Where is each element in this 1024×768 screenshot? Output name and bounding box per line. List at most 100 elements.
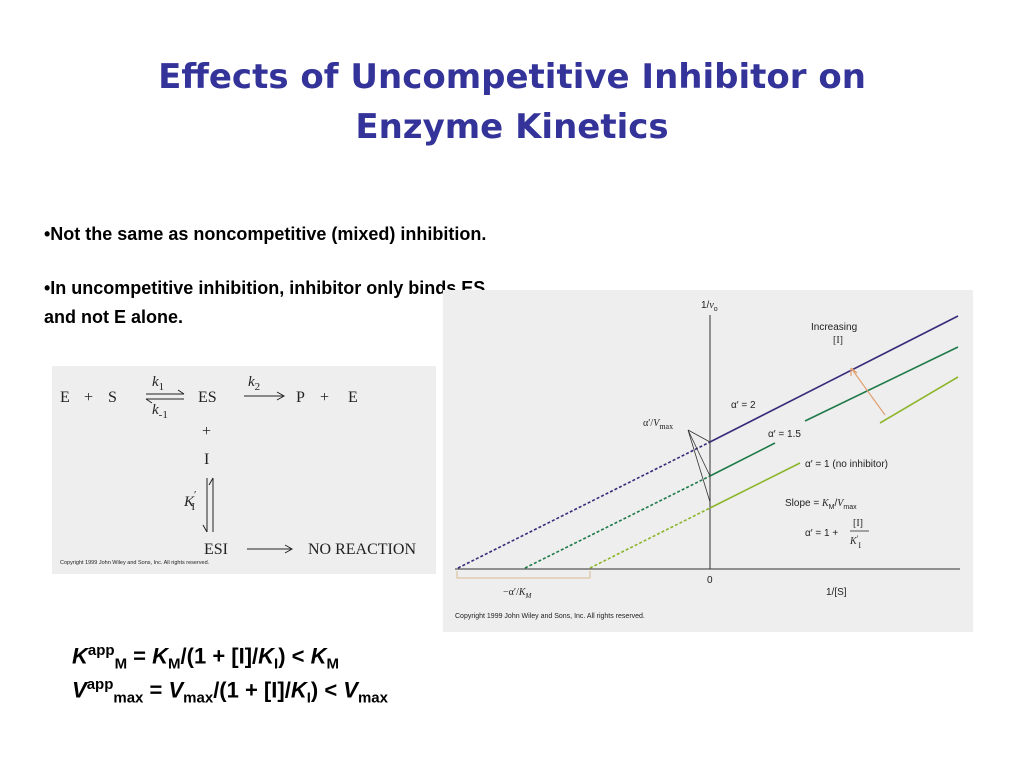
text-part: M (525, 592, 533, 600)
reaction-scheme: E + S ES P + E + I ESI NO REACTION k1 k-… (52, 366, 436, 574)
text-part: / (835, 498, 838, 509)
arrow (202, 478, 208, 533)
text-part: 2 (255, 381, 261, 393)
copyright: Copyright 1999 John Wiley and Sons, Inc.… (455, 613, 645, 620)
line-alpha-1 (709, 376, 959, 509)
species: P (296, 389, 305, 406)
text-part: o (714, 306, 718, 313)
slide-title: Effects of Uncompetitive Inhibitor on En… (158, 57, 866, 147)
text-part: K (310, 643, 327, 669)
text-part: α′/ (643, 418, 653, 429)
arrow (146, 389, 185, 395)
text-part: K (152, 643, 169, 669)
text-part: V (653, 418, 661, 429)
text-part: V (72, 677, 87, 703)
arrow (208, 477, 214, 532)
text-part: K (849, 536, 858, 547)
rate-constant: K′ I (183, 489, 196, 513)
annotation: α′ = 1 + (805, 528, 838, 539)
extrapolated-line (589, 507, 711, 569)
plus: + (320, 389, 329, 406)
annotation: −α′/KM (503, 587, 533, 600)
copyright: Copyright 1999 John Wiley and Sons, Inc.… (60, 560, 210, 566)
text-part: ) < (310, 677, 344, 703)
species: NO REACTION (308, 541, 416, 558)
text-part: ) < (278, 643, 311, 669)
text-part: I (306, 689, 311, 707)
text-part: Slope = (785, 498, 822, 509)
text-part: 1/ (701, 300, 710, 311)
arrows (145, 389, 294, 554)
annotation: α′/Vmax (643, 418, 673, 431)
text-part: v (709, 300, 714, 311)
text-part: app (87, 642, 115, 659)
text-part: max (357, 689, 388, 707)
species: ESI (204, 541, 228, 558)
text-part: ′ (194, 489, 196, 501)
text-part: M (168, 655, 181, 673)
annotation: Increasing (811, 322, 857, 333)
pointer-lines (687, 429, 711, 503)
series-label: α′ = 2 (731, 400, 756, 411)
equation: KappM = KM/(1 + [I]/KI) < KM (72, 642, 339, 673)
arrow (244, 391, 286, 401)
text-part: max (659, 422, 673, 431)
bullet: •Not the same as noncompetitive (mixed) … (44, 224, 487, 244)
species: E (348, 389, 358, 406)
text-part: = (127, 643, 153, 669)
rate-constant: k2 (248, 374, 260, 393)
text-part: K (258, 643, 275, 669)
annotation: K′I (849, 534, 861, 550)
text-part: 1 (159, 381, 165, 393)
arrow (145, 398, 184, 404)
text-part: M (326, 655, 340, 673)
rate-constant: k-1 (152, 402, 168, 421)
series-label: α′ = 1.5 (768, 429, 801, 440)
y-axis-label: 1/vo (701, 300, 718, 313)
panel (443, 290, 973, 632)
text-part: k (248, 374, 255, 390)
series-label: α′ = 1 (no inhibitor) (805, 459, 888, 470)
text-part: K (290, 677, 307, 703)
text-part: /(1 + [I]/ (213, 677, 291, 703)
text-part: K (518, 587, 527, 598)
text-part: ′ (857, 534, 859, 543)
text-part: I (858, 541, 861, 550)
annotation: Slope = KM/Vmax (785, 498, 857, 511)
text-part: max (113, 689, 144, 707)
extrapolated-line (524, 475, 711, 569)
text-part: k (152, 374, 159, 390)
text-part: V (837, 498, 845, 509)
bracket (456, 571, 591, 579)
scheme-row: E + S ES P + E + I ESI NO REACTION (60, 389, 416, 558)
lineweaver-burk-plot: 1/vo Increasing [I] α′ = 2 α′ = 1.5 α′ =… (443, 290, 973, 632)
species: ES (198, 389, 217, 406)
annotation: [I] (833, 335, 843, 346)
line-alpha-2 (709, 315, 959, 443)
text-part: max (843, 504, 857, 511)
text-part: K (821, 498, 830, 509)
text-part: app (86, 676, 114, 693)
text-part: M (829, 504, 835, 511)
text-part: K (183, 494, 195, 510)
species: S (108, 389, 117, 406)
text-part: = (143, 677, 169, 703)
text-part: -1 (159, 409, 168, 421)
text-part: max (183, 689, 214, 707)
species: I (204, 451, 209, 468)
extrapolated-line (457, 441, 711, 569)
text-part: I (274, 655, 279, 673)
increasing-arrow (850, 367, 886, 416)
text-part: K (72, 643, 88, 669)
text-part: /(1 + [I]/ (180, 643, 259, 669)
text-part: V (343, 677, 358, 703)
text-part: V (168, 677, 184, 703)
text-part: I (191, 501, 195, 513)
rate-constant: k1 (152, 374, 164, 393)
text-part: M (114, 655, 128, 673)
origin-label: 0 (707, 575, 713, 586)
arrow (247, 544, 294, 554)
bullet: •In uncompetitive inhibition, inhibitor … (44, 278, 486, 327)
text-part: k (152, 402, 159, 418)
